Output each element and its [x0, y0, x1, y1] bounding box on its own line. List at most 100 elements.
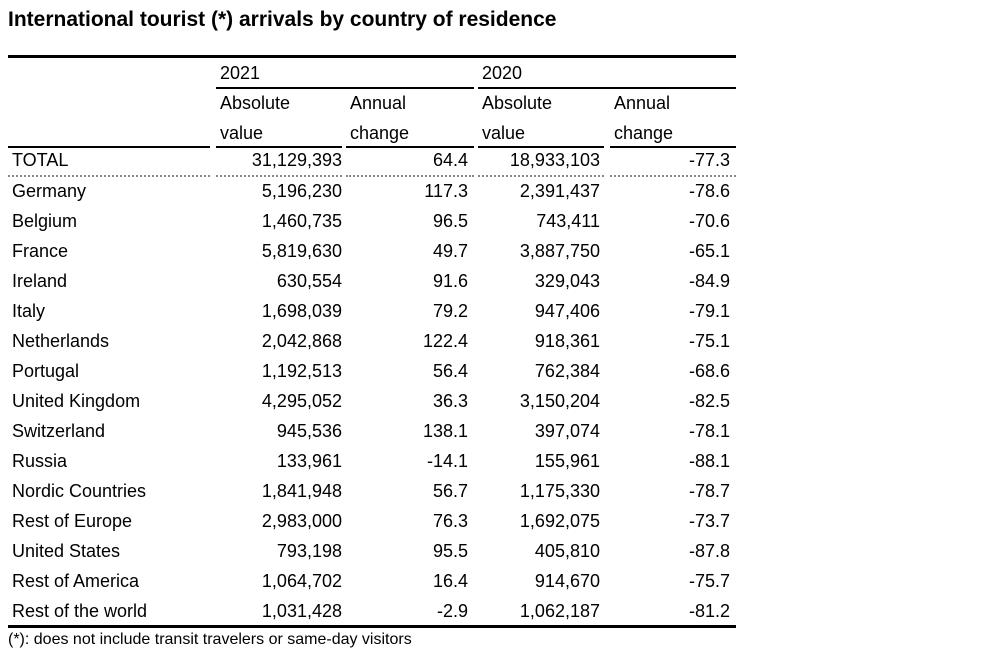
total-dotted-rule	[216, 175, 342, 179]
header-abs-2021-l1: Absolute	[220, 93, 291, 113]
abs-2021: 5,819,630	[261, 241, 342, 261]
abs-2020: 1,062,187	[519, 601, 600, 621]
table-row: Ireland 630,554 91.6 329,043 -84.9	[8, 266, 736, 296]
header-chg-2021-l1: Annual	[350, 93, 407, 113]
abs-2020: 1,692,075	[519, 511, 600, 531]
abs-2021: 1,031,428	[261, 601, 342, 621]
chg-2020: -78.7	[688, 481, 730, 501]
abs-2021: 630,554	[276, 271, 342, 291]
header-year-2020: 2020	[482, 63, 523, 83]
chg-2020: -88.1	[688, 451, 730, 471]
chg-2021: 16.4	[432, 571, 468, 591]
chg-2021: 138.1	[422, 421, 468, 441]
country-label: United Kingdom	[12, 391, 141, 411]
table-row: Rest of Europe 2,983,000 76.3 1,692,075 -73.…	[8, 506, 736, 536]
header-row-2: value change value change	[8, 118, 736, 148]
country-label: Netherlands	[12, 331, 110, 351]
top-rule	[8, 55, 736, 58]
total-dotted-rule	[610, 175, 736, 179]
table-row: Rest of America 1,064,702 16.4 914,670 -75.7	[8, 566, 736, 596]
abs-2020: 762,384	[534, 361, 600, 381]
table-row: France 5,819,630 49.7 3,887,750 -65.1	[8, 236, 736, 266]
header-years-row: 2021 2020	[8, 58, 736, 88]
country-label: Russia	[12, 451, 68, 471]
abs-2021: 133,961	[276, 451, 342, 471]
table-row: Russia 133,961 -14.1 155,961 -88.1	[8, 446, 736, 476]
header-row-1: Absolute Annual Absolute Annual	[8, 88, 736, 118]
country-label: Rest of America	[12, 571, 140, 591]
country-label: Ireland	[12, 271, 68, 291]
table-row: Switzerland 945,536 138.1 397,074 -78.1	[8, 416, 736, 446]
chg-2021: 36.3	[432, 391, 468, 411]
table-row: Portugal 1,192,513 56.4 762,384 -68.6	[8, 356, 736, 386]
abs-2020: 914,670	[534, 571, 600, 591]
abs-2020: 947,406	[534, 301, 600, 321]
chg-2020: -78.1	[688, 421, 730, 441]
header-abs-2020-l1: Absolute	[482, 93, 553, 113]
country-label: France	[12, 241, 69, 261]
total-chg-2020: -77.3	[688, 150, 730, 170]
table-row: United States 793,198 95.5 405,810 -87.8	[8, 536, 736, 566]
chg-2021: 122.4	[422, 331, 468, 351]
country-label: Italy	[12, 301, 46, 321]
country-label: Rest of the world	[12, 601, 148, 621]
chg-2020: -78.6	[688, 181, 730, 201]
abs-2020: 397,074	[534, 421, 600, 441]
header-abs-2020-l2: value	[482, 123, 526, 143]
country-label: Germany	[12, 181, 87, 201]
abs-2020: 3,887,750	[519, 241, 600, 261]
chg-2020: -70.6	[688, 211, 730, 231]
country-label: Switzerland	[12, 421, 106, 441]
abs-2021: 1,192,513	[261, 361, 342, 381]
abs-2020: 329,043	[534, 271, 600, 291]
abs-2020: 743,411	[536, 211, 600, 231]
total-abs-2021: 31,129,393	[251, 150, 342, 170]
header-chg-2020-l2: change	[614, 123, 674, 143]
header-chg-2020-l1: Annual	[614, 93, 671, 113]
chg-2021: 117.3	[424, 181, 468, 201]
chg-2020: -68.6	[688, 361, 730, 381]
chg-2020: -81.2	[688, 601, 730, 621]
chg-2020: -84.9	[688, 271, 730, 291]
bottom-rule	[8, 625, 736, 628]
abs-2020: 3,150,204	[519, 391, 600, 411]
country-label: Belgium	[12, 211, 78, 231]
header-rule	[478, 146, 604, 148]
rule-2020	[478, 87, 736, 89]
chg-2021: -14.1	[426, 451, 468, 471]
header-rule	[8, 146, 210, 148]
country-label: Nordic Countries	[12, 481, 147, 501]
chg-2021: 91.6	[432, 271, 468, 291]
country-label: Rest of Europe	[12, 511, 133, 531]
chg-2020: -75.1	[688, 331, 730, 351]
chg-2020: -87.8	[688, 541, 730, 561]
abs-2021: 5,196,230	[261, 181, 342, 201]
table-title: International tourist (*) arrivals by co…	[8, 8, 557, 31]
chg-2021: 76.3	[432, 511, 468, 531]
header-rule	[216, 146, 342, 148]
total-label: TOTAL	[12, 150, 69, 170]
abs-2021: 793,198	[276, 541, 342, 561]
header-chg-2021-l2: change	[350, 123, 410, 143]
table-row: Rest of the world 1,031,428 -2.9 1,062,187 -…	[8, 596, 736, 626]
chg-2020: -75.7	[688, 571, 730, 591]
total-dotted-rule	[8, 175, 210, 179]
chg-2020: -73.7	[688, 511, 730, 531]
header-rule	[610, 146, 736, 148]
chg-2020: -65.1	[688, 241, 730, 261]
abs-2020: 2,391,437	[519, 181, 600, 201]
table-row: Germany 5,196,230 117.3 2,391,437 -78.6	[8, 176, 736, 206]
total-dotted-rule	[478, 175, 604, 179]
table-row: Italy 1,698,039 79.2 947,406 -79.1	[8, 296, 736, 326]
chg-2021: 49.7	[432, 241, 468, 261]
abs-2020: 405,810	[534, 541, 600, 561]
header-rule	[346, 146, 474, 148]
chg-2020: -79.1	[688, 301, 730, 321]
table-row: Nordic Countries 1,841,948 56.7 1,175,330 -7…	[8, 476, 736, 506]
abs-2021: 1,064,702	[261, 571, 342, 591]
chg-2021: 56.4	[432, 361, 468, 381]
chg-2021: 95.5	[432, 541, 468, 561]
abs-2021: 945,536	[276, 421, 342, 441]
abs-2020: 918,361	[534, 331, 600, 351]
total-row: TOTAL 31,129,393 64.4 18,933,103 -77.3	[8, 145, 736, 175]
